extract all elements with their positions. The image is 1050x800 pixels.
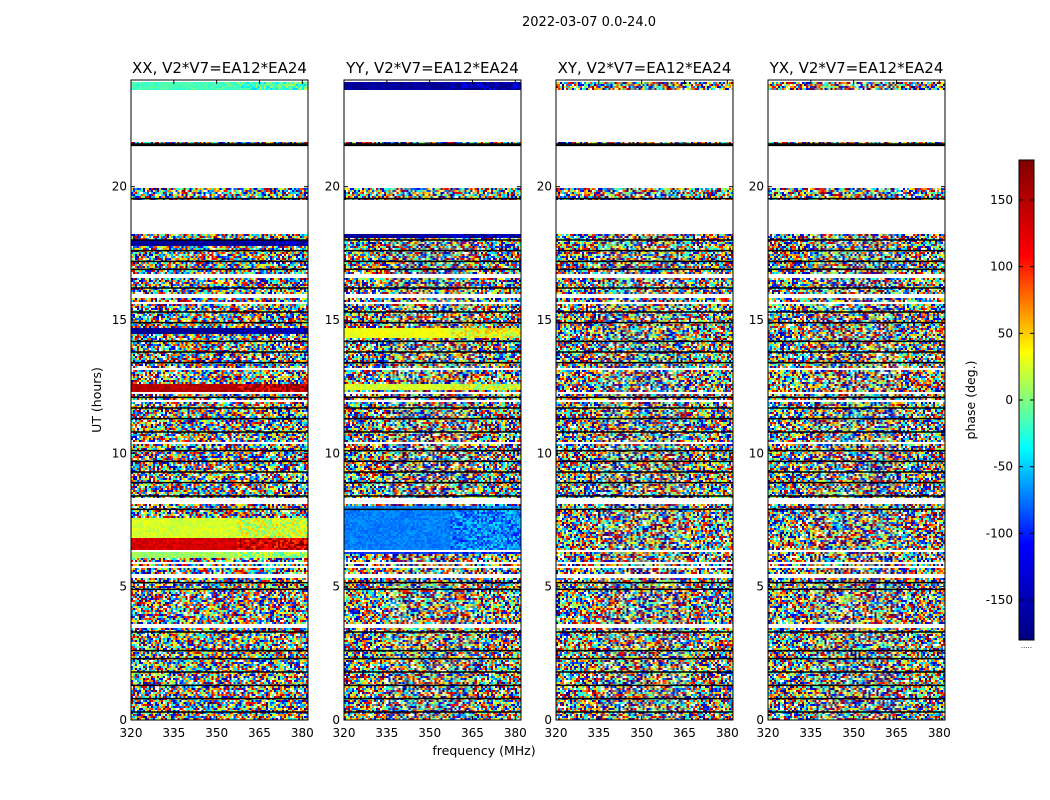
- panel-frame: [767, 79, 946, 721]
- panel-title: YY, V2*V7=EA12*EA24: [345, 59, 519, 77]
- colorbar-tick-label: 100: [990, 260, 1013, 274]
- panel-heatmap-raster: [344, 80, 521, 720]
- x-tick-label: 380: [716, 726, 739, 740]
- x-tick-label: 350: [205, 726, 228, 740]
- x-tick-label: 365: [461, 726, 484, 740]
- y-tick-label: 5: [544, 580, 552, 594]
- x-tick-label: 320: [120, 726, 143, 740]
- panel-1: XX, V2*V7=EA12*EA24 320 335 350 365 380 0 5 10 15…: [112, 59, 314, 740]
- x-tick-label: 335: [375, 726, 398, 740]
- colorbar-tick-label: 0: [1005, 393, 1013, 407]
- y-tick-label: 20: [112, 180, 127, 194]
- x-tick-label: 365: [248, 726, 271, 740]
- y-axis-label: UT (hours): [89, 367, 104, 433]
- x-tick-label: 320: [333, 726, 356, 740]
- y-tick-label: 10: [325, 446, 340, 460]
- panel-4: YX, V2*V7=EA12*EA24 320 335 350 365 380 0 5 10 15…: [749, 59, 951, 740]
- colorbar-tick-label: -150: [986, 593, 1013, 607]
- x-tick-label: 350: [842, 726, 865, 740]
- x-tick-label: 335: [587, 726, 610, 740]
- y-tick-label: 10: [537, 446, 552, 460]
- panel-3: XY, V2*V7=EA12*EA24 320 335 350 365 380 0 5 10 15…: [537, 59, 739, 740]
- y-tick-label: 10: [112, 446, 127, 460]
- x-tick-label: 320: [757, 726, 780, 740]
- x-axis-label: frequency (MHz): [432, 743, 535, 758]
- panel-frame: [555, 79, 734, 721]
- y-tick-label: 20: [749, 180, 764, 194]
- y-tick-label: 5: [332, 580, 340, 594]
- panel-title: XY, V2*V7=EA12*EA24: [558, 59, 732, 77]
- x-tick-label: 335: [799, 726, 822, 740]
- y-tick-label: 20: [537, 180, 552, 194]
- y-tick-label: 15: [749, 313, 764, 327]
- panel-title: YX, V2*V7=EA12*EA24: [769, 59, 944, 77]
- x-tick-label: 350: [418, 726, 441, 740]
- panel-frame: [343, 79, 522, 721]
- x-tick-label: 335: [162, 726, 185, 740]
- y-tick-label: 15: [112, 313, 127, 327]
- x-tick-label: 380: [928, 726, 951, 740]
- colorbar-tick-label: 150: [990, 193, 1013, 207]
- panel-heatmap-raster: [768, 80, 945, 720]
- y-tick-label: 0: [119, 713, 127, 727]
- colorbar-label: phase (deg.): [963, 361, 978, 440]
- y-tick-label: 5: [119, 580, 127, 594]
- x-tick-label: 320: [545, 726, 568, 740]
- panel-heatmap-raster: [131, 80, 308, 720]
- colorbar-tick-label: -50: [993, 460, 1013, 474]
- panel-title: XX, V2*V7=EA12*EA24: [132, 59, 307, 77]
- y-tick-label: 15: [537, 313, 552, 327]
- y-tick-label: 0: [544, 713, 552, 727]
- y-tick-label: 0: [332, 713, 340, 727]
- panel-heatmap-raster: [556, 80, 733, 720]
- figure-suptitle: 2022-03-07 0.0-24.0: [522, 15, 656, 30]
- panel-frame: [130, 79, 309, 721]
- y-tick-label: 0: [756, 713, 764, 727]
- y-tick-label: 15: [325, 313, 340, 327]
- y-tick-label: 5: [756, 580, 764, 594]
- y-tick-label: 20: [325, 180, 340, 194]
- x-tick-label: 350: [630, 726, 653, 740]
- colorbar-tick-label: -100: [986, 526, 1013, 540]
- x-tick-label: 380: [504, 726, 527, 740]
- x-tick-label: 365: [885, 726, 908, 740]
- x-tick-label: 365: [673, 726, 696, 740]
- colorbar: 150 100 50 0 -50 -100 -150.....: [986, 159, 1035, 650]
- y-tick-label: 10: [749, 446, 764, 460]
- colorbar-footer: .....: [1021, 642, 1032, 650]
- panels-layer: XX, V2*V7=EA12*EA24 320 335 350 365 380 0 5 10 15…: [112, 59, 951, 740]
- colorbar-tick-label: 50: [998, 326, 1013, 340]
- x-tick-label: 380: [291, 726, 314, 740]
- panel-2: YY, V2*V7=EA12*EA24 320 335 350 365 380 0 5 10 15…: [325, 59, 527, 740]
